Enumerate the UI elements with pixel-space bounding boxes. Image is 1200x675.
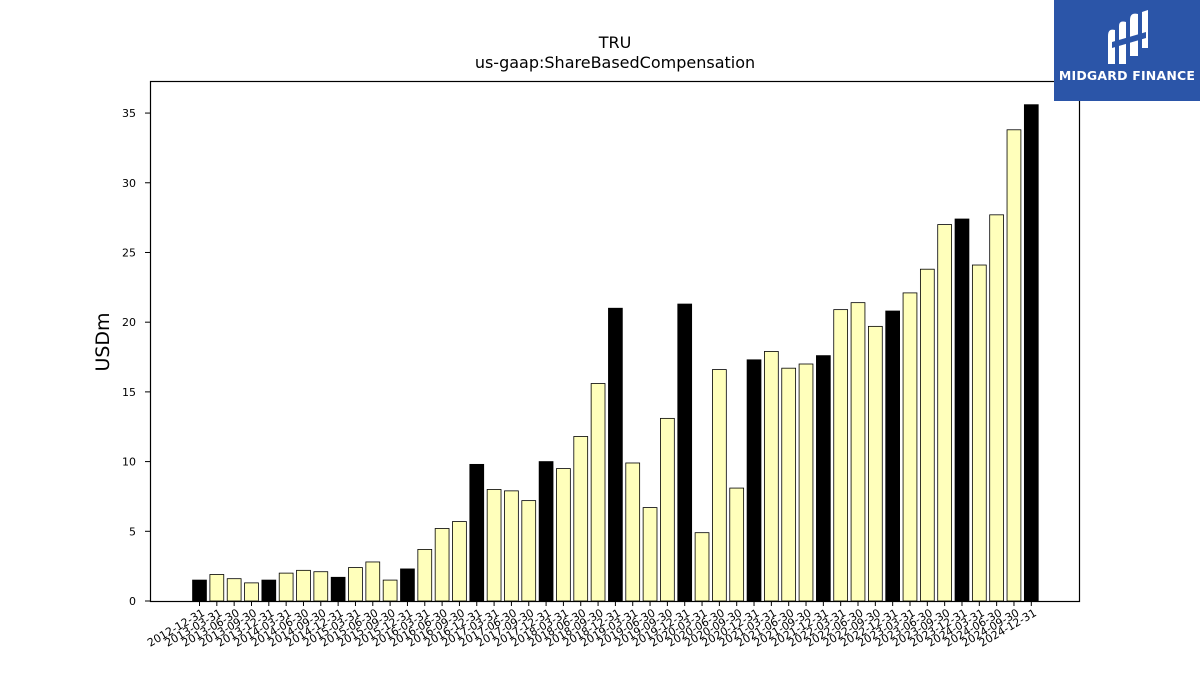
bar-2013-03-31 [209, 574, 225, 602]
bar-2013-09-30 [244, 582, 259, 602]
y-tick-label: 30 [122, 177, 136, 190]
y-tick-label: 5 [129, 525, 136, 538]
bar-2024-03-31 [971, 264, 987, 602]
bar-2022-12-31 [885, 310, 900, 602]
bar-2021-09-30 [798, 363, 814, 602]
bar-2024-06-30 [989, 214, 1004, 602]
bar-2018-06-30 [573, 436, 589, 602]
bar-2018-12-31 [608, 307, 623, 602]
bar-2023-03-31 [902, 292, 918, 602]
bar-2024-12-31 [1023, 104, 1039, 602]
bar-2020-06-30 [712, 369, 727, 602]
y-tick-label: 20 [122, 316, 136, 329]
bar-2016-12-31 [469, 463, 485, 602]
y-tick-label: 0 [129, 595, 136, 608]
plot-frame [149, 80, 1081, 603]
bar-2022-06-30 [850, 302, 866, 602]
chart-title: TRU [598, 33, 632, 52]
bar-2017-09-30 [521, 500, 537, 602]
bar-2021-03-31 [764, 351, 779, 602]
bar-2019-06-30 [642, 507, 658, 602]
bar-2017-03-31 [486, 489, 502, 602]
y-axis: 0 5 10 15 20 25 30 35 [122, 107, 150, 608]
bar-2018-03-31 [556, 468, 571, 602]
y-tick-label: 25 [122, 246, 136, 259]
bar-2014-09-30 [313, 571, 329, 602]
y-axis-label: USDm [92, 312, 114, 371]
bar-2017-06-30 [504, 490, 519, 602]
company-logo: MIDGARD FINANCE [1054, 0, 1200, 101]
bar-2022-09-30 [868, 325, 883, 602]
bar-2015-03-31 [348, 567, 363, 602]
bar-2012-12-31 [192, 579, 207, 602]
bar-2019-03-31 [625, 462, 641, 602]
bar-2013-12-31 [261, 579, 277, 602]
bars-group [192, 104, 1039, 602]
y-tick-label: 15 [122, 386, 136, 399]
bar-2014-06-30 [296, 569, 311, 602]
logo-text: MIDGARD FINANCE [1058, 68, 1196, 83]
bar-2019-09-30 [660, 417, 675, 602]
y-tick-label: 35 [122, 107, 136, 120]
bar-2016-03-31 [417, 549, 433, 602]
bar-2015-06-30 [365, 561, 381, 602]
bar-2020-09-30 [729, 487, 745, 602]
bar-2017-12-31 [538, 461, 554, 602]
bar-2020-03-31 [694, 532, 710, 602]
bar-2023-06-30 [919, 268, 935, 602]
bar-2021-06-30 [781, 367, 797, 602]
bar-2016-06-30 [434, 528, 450, 602]
bar-2016-09-30 [452, 521, 467, 602]
bar-2014-12-31 [330, 576, 346, 602]
bar-2013-06-30 [226, 578, 242, 602]
bar-2024-09-30 [1006, 129, 1022, 602]
chart-subtitle: us-gaap:ShareBasedCompensation [475, 53, 755, 72]
x-axis: 2012-12-312013-03-312013-06-302013-09-30… [145, 601, 1039, 650]
bar-2015-12-31 [400, 568, 415, 602]
bar-2022-03-31 [833, 309, 849, 602]
bar-2015-09-30 [382, 579, 398, 602]
bar-2023-12-31 [954, 218, 970, 602]
bar-2018-09-30 [590, 383, 606, 602]
y-tick-label: 10 [122, 456, 136, 469]
bar-2023-09-30 [937, 224, 952, 602]
bar-2020-12-31 [746, 359, 762, 602]
midgard-logo-icon [1108, 10, 1148, 65]
bar-2014-03-31 [278, 572, 294, 602]
bar-2021-12-31 [816, 355, 831, 602]
bar-2019-12-31 [677, 303, 693, 602]
